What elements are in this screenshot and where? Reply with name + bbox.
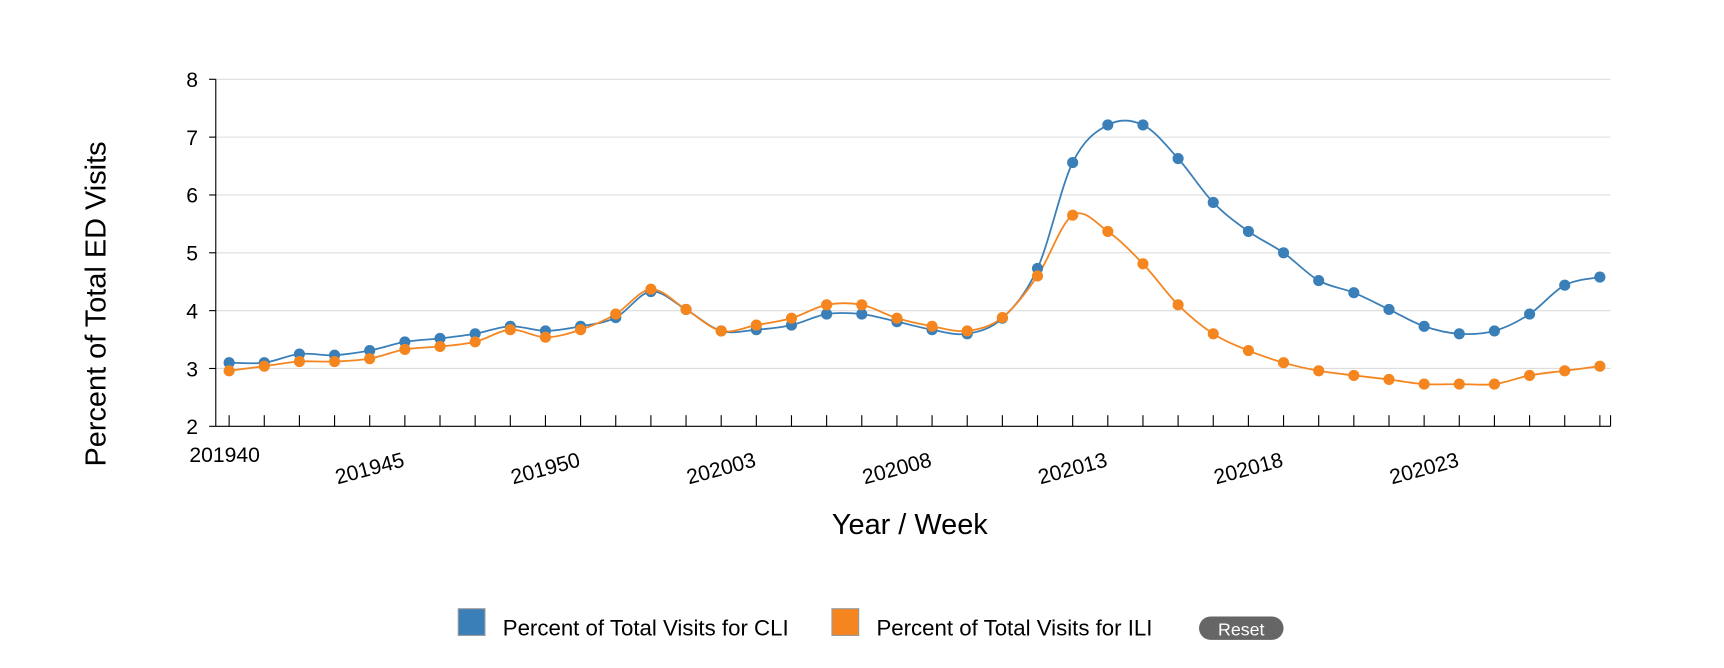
data-point	[645, 283, 657, 295]
reset-button[interactable]: Reset	[1199, 616, 1284, 640]
data-point	[961, 325, 973, 337]
data-point	[1102, 119, 1114, 131]
y-tick-label: 8	[186, 69, 198, 92]
legend-label[interactable]: Percent of Total Visits for CLI	[503, 615, 789, 640]
y-axis-title: Percent of Total ED Visits	[81, 141, 113, 466]
data-point	[399, 343, 411, 355]
y-tick-label: 7	[186, 127, 198, 150]
data-point	[575, 324, 587, 336]
data-point	[1453, 378, 1465, 390]
data-point	[680, 303, 692, 316]
data-point	[750, 319, 762, 331]
data-point	[1594, 360, 1606, 372]
data-point	[1102, 225, 1114, 237]
data-point	[293, 355, 305, 368]
y-tick-label: 4	[186, 300, 198, 323]
data-point	[1559, 365, 1571, 377]
data-point	[469, 336, 481, 348]
x-tick-label: 202023	[1387, 449, 1461, 489]
data-point	[1488, 378, 1500, 390]
data-point	[1277, 357, 1290, 369]
x-tick-label: 202018	[1211, 449, 1285, 489]
data-point	[926, 320, 938, 332]
x-tick-label: 201945	[333, 449, 407, 489]
data-point	[1242, 344, 1254, 357]
data-point	[1524, 369, 1536, 381]
data-point	[1383, 303, 1395, 316]
data-point	[434, 340, 446, 353]
legend-label[interactable]: Percent of Total Visits for ILI	[876, 615, 1152, 640]
data-point	[469, 328, 481, 340]
data-point	[891, 312, 903, 324]
data-point	[1348, 369, 1360, 381]
y-tick-label: 2	[186, 416, 198, 439]
data-point	[1313, 365, 1325, 377]
legend-item[interactable]: Percent of Total Visits for CLI	[457, 608, 789, 641]
x-tick-label: 201950	[509, 449, 583, 489]
data-point	[258, 360, 270, 372]
data-point	[329, 355, 341, 368]
data-point	[1207, 328, 1219, 340]
data-point	[821, 299, 833, 311]
data-point	[1067, 157, 1079, 169]
x-axis-title: Year / Week	[832, 509, 988, 541]
data-point	[434, 332, 446, 344]
y-tick-label: 5	[186, 243, 198, 266]
data-point	[1524, 308, 1536, 320]
data-point	[1137, 258, 1149, 270]
series-line	[229, 212, 1600, 386]
legend-swatch[interactable]	[457, 608, 486, 636]
data-point	[1383, 373, 1395, 386]
x-tick-label: 202008	[860, 449, 934, 489]
data-point	[1172, 299, 1184, 311]
data-point	[821, 308, 833, 320]
data-point	[1277, 247, 1290, 259]
data-point	[364, 344, 376, 357]
data-point	[1242, 225, 1254, 237]
data-point	[223, 357, 235, 369]
data-point	[1594, 271, 1606, 283]
data-point	[856, 299, 868, 311]
reset-button-bg[interactable]	[1199, 616, 1284, 640]
data-point	[539, 331, 552, 343]
data-point	[1172, 152, 1184, 165]
data-point	[715, 325, 727, 337]
data-point	[1137, 119, 1149, 131]
y-tick-label: 3	[186, 358, 198, 381]
x-tick-label: 202013	[1036, 449, 1110, 489]
series-line	[229, 119, 1601, 365]
data-point	[856, 308, 868, 320]
data-point	[1488, 325, 1500, 337]
data-point	[785, 312, 798, 324]
data-point	[504, 324, 516, 336]
data-point	[1031, 270, 1044, 282]
data-point	[1453, 328, 1465, 340]
y-tick-label: 6	[186, 185, 198, 208]
data-point	[1418, 378, 1430, 390]
legend-swatch[interactable]	[831, 608, 860, 636]
data-point	[1559, 279, 1571, 291]
data-point	[1313, 275, 1325, 287]
data-point	[364, 353, 376, 365]
data-point	[610, 308, 622, 320]
data-point	[223, 365, 235, 377]
data-point	[1067, 209, 1079, 221]
x-tick-label: 202003	[684, 449, 758, 489]
reset-button-label[interactable]: Reset	[1218, 619, 1265, 639]
legend-item[interactable]: Percent of Total Visits for ILI	[831, 608, 1153, 641]
data-point	[1348, 287, 1360, 299]
x-tick-label: 201940	[189, 444, 260, 467]
data-point	[996, 312, 1008, 324]
data-point	[1207, 196, 1219, 209]
data-point	[1418, 320, 1430, 332]
